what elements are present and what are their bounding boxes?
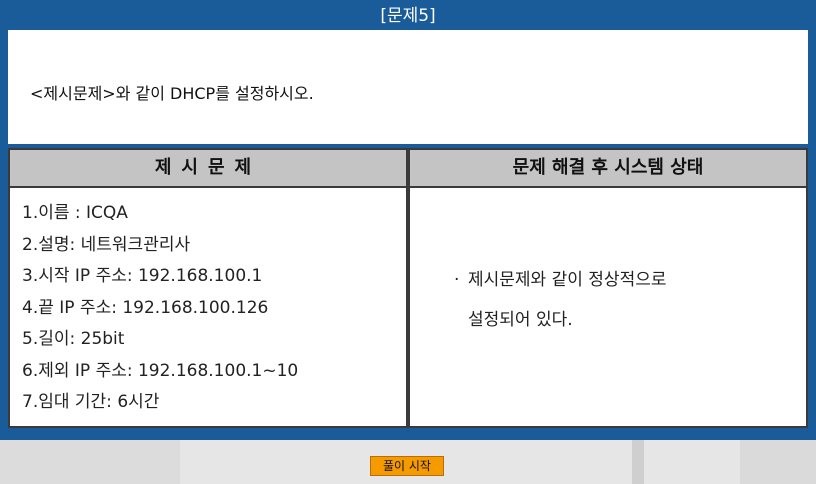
start-solution-button[interactable]: 풀이 시작	[370, 456, 444, 476]
list-item: 6.제외 IP 주소: 192.168.100.1~10	[22, 360, 299, 381]
given-problem-list: 1.이름 : ICQA 2.설명: 네트워크관리사 3.시작 IP 주소: 19…	[10, 188, 406, 419]
instruction-box: <제시문제>와 같이 DHCP를 설정하시오.	[8, 30, 808, 144]
question-frame: [문제5] <제시문제>와 같이 DHCP를 설정하시오. 제시문제 1.이름 …	[0, 0, 816, 440]
list-item: 2.설명: 네트워크관리사	[22, 234, 191, 255]
given-problem-header: 제시문제	[10, 150, 406, 188]
list-item: 1.이름 : ICQA	[22, 203, 128, 223]
list-item: 5.길이: 25bit	[22, 329, 125, 349]
given-problem-panel: 제시문제 1.이름 : ICQA 2.설명: 네트워크관리사 3.시작 IP 주…	[8, 148, 408, 428]
bottom-bar	[0, 440, 816, 484]
bullet-icon: ·	[454, 270, 460, 290]
background-decoration	[632, 440, 644, 484]
background-decoration	[0, 440, 180, 484]
system-state-text: · 제시문제와 같이 정상적으로 설정되어 있다.	[454, 260, 667, 340]
list-item: 7.임대 기간: 6시간	[22, 392, 160, 412]
list-item: 4.끝 IP 주소: 192.168.100.126	[22, 297, 269, 318]
question-title: [문제5]	[380, 6, 436, 26]
system-state-header: 문제 해결 후 시스템 상태	[410, 150, 806, 188]
list-item: 3.시작 IP 주소: 192.168.100.1	[22, 266, 263, 286]
system-state-panel: 문제 해결 후 시스템 상태 · 제시문제와 같이 정상적으로 설정되어 있다.	[408, 148, 808, 428]
background-decoration	[740, 440, 816, 484]
state-line-2: 설정되어 있다.	[468, 310, 573, 330]
state-line-1: 제시문제와 같이 정상적으로	[468, 270, 667, 290]
instruction-text: <제시문제>와 같이 DHCP를 설정하시오.	[30, 84, 314, 103]
